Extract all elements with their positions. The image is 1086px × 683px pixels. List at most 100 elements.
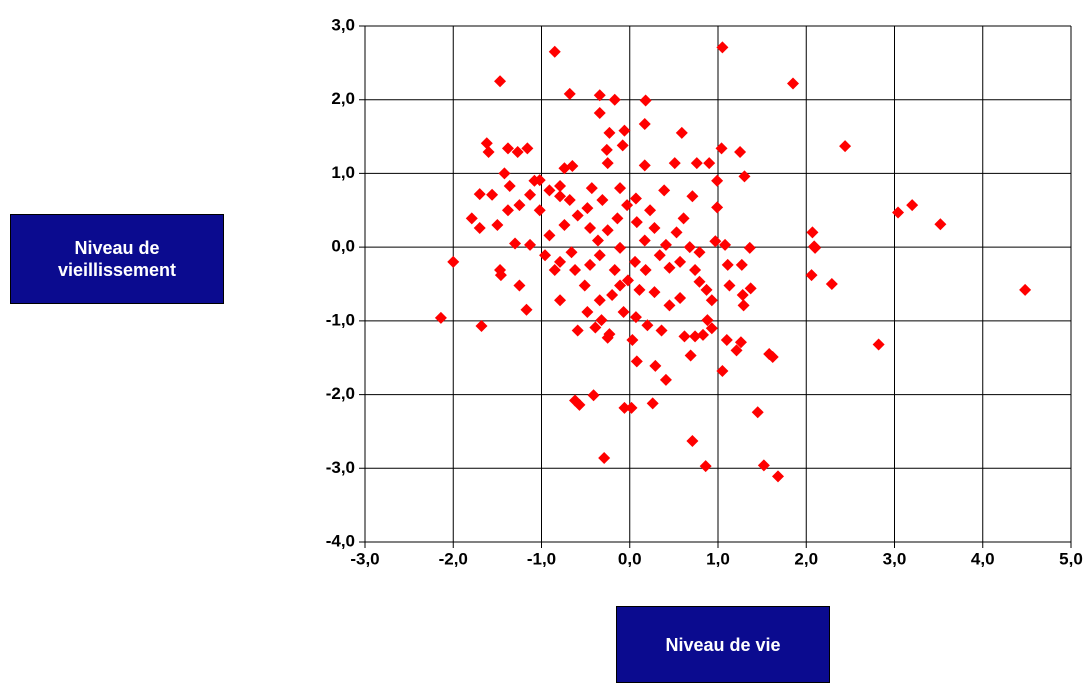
point [571, 324, 584, 337]
y-tick-label: 3,0 [331, 15, 355, 34]
point [566, 160, 579, 173]
point [646, 397, 659, 410]
point [618, 124, 631, 137]
point [737, 299, 750, 312]
point [533, 174, 546, 187]
point [648, 286, 661, 299]
y-axis-label: Niveau de vieillissement [10, 214, 224, 304]
point [581, 202, 594, 215]
point [906, 199, 919, 212]
point [621, 199, 634, 212]
point [554, 179, 567, 192]
point [539, 249, 552, 262]
point [658, 184, 671, 197]
point [601, 157, 614, 170]
point [872, 338, 885, 351]
chart: -3,0 -2,0 -1,0 0,0 1,0 2,0 3,0 4,0 5,0-4,0-3,0-2… [326, 15, 1083, 568]
point [892, 206, 905, 219]
point [593, 249, 606, 262]
point [735, 258, 748, 271]
point [743, 241, 756, 254]
point [598, 451, 611, 464]
point [591, 234, 604, 247]
x-tick-label: -2,0 [439, 549, 468, 568]
point [638, 234, 651, 247]
point [573, 398, 586, 411]
point [701, 314, 714, 327]
point [501, 142, 514, 155]
point [648, 221, 661, 234]
y-tick-label: 2,0 [331, 89, 355, 108]
point [606, 289, 619, 302]
point [630, 355, 643, 368]
point [611, 212, 624, 225]
point [703, 157, 716, 170]
point [554, 190, 567, 203]
point [625, 401, 638, 414]
y-tick-label: -4,0 [326, 531, 355, 550]
point [772, 470, 785, 483]
x-tick-label: 4,0 [971, 549, 995, 568]
point [524, 238, 537, 251]
point [734, 146, 747, 159]
point [805, 269, 818, 282]
point [614, 182, 627, 195]
point [670, 226, 683, 239]
point [690, 157, 703, 170]
point [699, 460, 712, 473]
point [491, 219, 504, 232]
point [839, 140, 852, 153]
point [543, 184, 556, 197]
point [677, 212, 690, 225]
point [663, 299, 676, 312]
point [711, 201, 724, 214]
point [684, 349, 697, 362]
point [571, 209, 584, 222]
point [723, 279, 736, 292]
point [616, 139, 629, 152]
point [934, 218, 947, 231]
point [655, 324, 668, 337]
point [593, 106, 606, 119]
point [494, 269, 507, 282]
point [581, 306, 594, 319]
point [736, 289, 749, 302]
point [595, 314, 608, 327]
point [563, 87, 576, 100]
point [639, 263, 652, 276]
point [629, 311, 642, 324]
point [618, 401, 631, 414]
point [709, 235, 722, 248]
x-tick-label: 2,0 [794, 549, 818, 568]
point [626, 334, 639, 347]
point [705, 322, 718, 335]
point [565, 246, 578, 259]
point [603, 126, 616, 139]
point [686, 435, 699, 448]
point [524, 188, 537, 201]
point [730, 344, 743, 357]
y-tick-label: -1,0 [326, 310, 355, 329]
point [465, 212, 478, 225]
point [473, 221, 486, 234]
point [629, 255, 642, 268]
y-tick-label: -3,0 [326, 458, 355, 477]
point [659, 373, 672, 386]
point [584, 258, 597, 271]
point [633, 283, 646, 296]
point [513, 199, 526, 212]
x-axis-label: Niveau de vie [616, 606, 830, 683]
point [653, 249, 666, 262]
point [757, 459, 770, 472]
point [659, 238, 672, 251]
point [721, 258, 734, 271]
point [511, 146, 524, 159]
point [614, 241, 627, 254]
x-tick-label: 3,0 [883, 549, 907, 568]
point [558, 219, 571, 232]
point [608, 263, 621, 276]
point [825, 278, 838, 290]
point [548, 45, 561, 58]
point [533, 204, 546, 217]
